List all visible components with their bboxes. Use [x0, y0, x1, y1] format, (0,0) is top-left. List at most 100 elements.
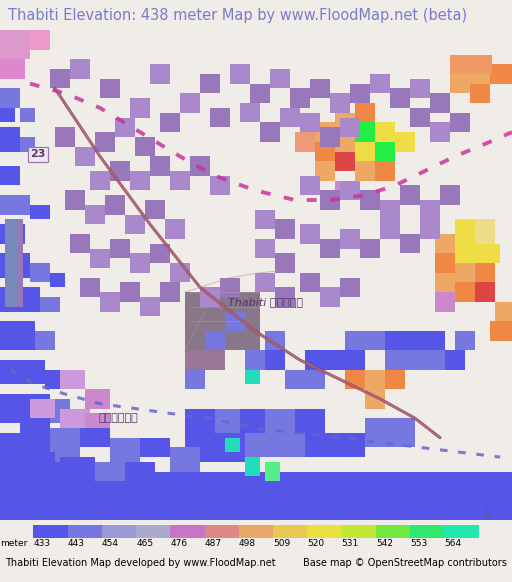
Bar: [45, 370, 65, 389]
Bar: [365, 418, 415, 448]
Bar: [30, 205, 50, 219]
Bar: [260, 122, 280, 142]
Bar: [390, 88, 410, 108]
Bar: [475, 244, 500, 263]
Bar: [280, 108, 300, 127]
Bar: [365, 389, 385, 409]
Bar: [160, 113, 180, 132]
Bar: [225, 331, 260, 350]
Bar: [425, 331, 445, 350]
Bar: [255, 210, 275, 229]
Bar: [340, 180, 360, 200]
Bar: [255, 273, 275, 292]
Bar: [300, 273, 320, 292]
Bar: [70, 59, 90, 79]
Bar: [190, 292, 260, 293]
Bar: [455, 282, 475, 302]
Bar: [320, 288, 340, 307]
Bar: [355, 161, 375, 180]
Text: Ⓜ: Ⓜ: [485, 507, 492, 517]
Bar: [140, 297, 160, 317]
Bar: [335, 132, 355, 151]
Bar: [0, 433, 55, 462]
Bar: [75, 147, 95, 166]
Bar: [345, 331, 365, 350]
Bar: [0, 166, 20, 186]
Bar: [55, 127, 75, 147]
Bar: [50, 399, 70, 423]
Bar: [205, 331, 225, 350]
Bar: [355, 122, 375, 142]
Bar: [435, 234, 455, 253]
Bar: [185, 370, 205, 389]
Bar: [30, 399, 55, 418]
Bar: [85, 413, 110, 433]
Bar: [0, 30, 30, 59]
Bar: [345, 350, 365, 370]
Bar: [135, 137, 155, 157]
Bar: [225, 438, 240, 452]
Bar: [255, 239, 275, 258]
Bar: [385, 331, 405, 350]
Bar: [60, 370, 85, 389]
Bar: [200, 74, 220, 93]
Bar: [315, 161, 335, 180]
Bar: [335, 180, 355, 200]
Bar: [365, 370, 385, 389]
Bar: [60, 457, 95, 481]
Text: 553: 553: [410, 539, 428, 548]
Text: 542: 542: [376, 539, 393, 548]
Bar: [0, 288, 40, 311]
Text: 465: 465: [136, 539, 153, 548]
Bar: [60, 409, 90, 433]
Bar: [0, 321, 35, 350]
Bar: [275, 219, 295, 239]
Bar: [50, 273, 65, 288]
Bar: [370, 74, 390, 93]
Bar: [265, 409, 295, 433]
Bar: [110, 438, 140, 462]
Bar: [90, 249, 110, 268]
Bar: [80, 428, 110, 448]
Bar: [30, 263, 50, 282]
Bar: [0, 88, 20, 108]
Bar: [435, 292, 455, 311]
Bar: [125, 462, 155, 481]
Bar: [30, 30, 50, 49]
Bar: [0, 195, 30, 215]
Bar: [400, 186, 420, 205]
Bar: [210, 108, 230, 127]
Bar: [245, 457, 260, 477]
Bar: [350, 84, 370, 103]
Bar: [0, 253, 30, 278]
Bar: [180, 93, 200, 113]
Bar: [230, 64, 250, 84]
Bar: [270, 69, 290, 88]
Bar: [395, 132, 415, 151]
Bar: [20, 108, 35, 122]
Bar: [405, 350, 425, 370]
Bar: [185, 292, 260, 350]
Bar: [444, 525, 479, 538]
Text: 454: 454: [102, 539, 119, 548]
Bar: [320, 190, 340, 210]
Bar: [420, 219, 440, 239]
Bar: [250, 84, 270, 103]
Bar: [475, 263, 495, 282]
Bar: [190, 157, 210, 176]
Bar: [105, 195, 125, 215]
Bar: [380, 200, 400, 219]
Bar: [245, 433, 305, 457]
Bar: [495, 302, 512, 321]
Text: 564: 564: [444, 539, 462, 548]
Bar: [320, 127, 340, 147]
Bar: [273, 525, 307, 538]
Bar: [430, 93, 450, 113]
Bar: [136, 525, 170, 538]
Bar: [300, 113, 320, 132]
Bar: [360, 239, 380, 258]
Bar: [342, 525, 376, 538]
Bar: [130, 98, 150, 118]
Bar: [400, 234, 420, 253]
Bar: [450, 113, 470, 132]
